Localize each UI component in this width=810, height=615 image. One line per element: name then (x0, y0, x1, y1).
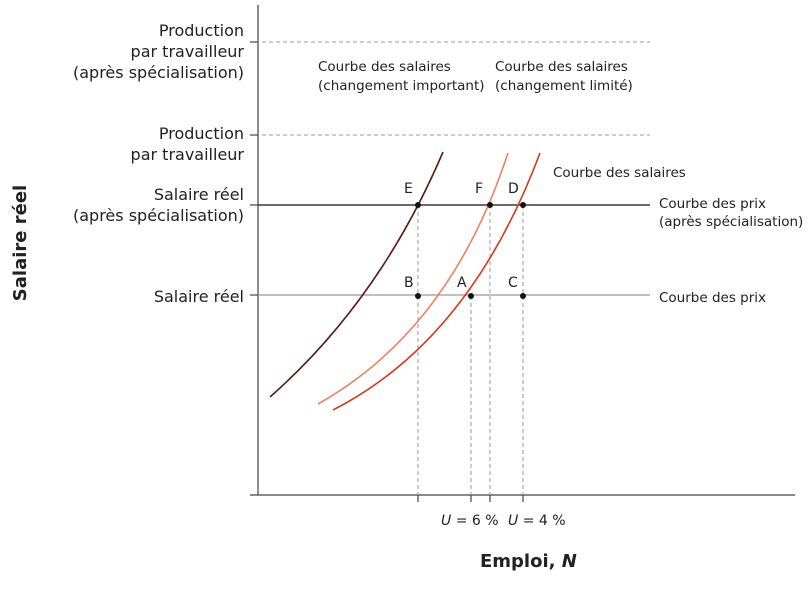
points (415, 202, 526, 299)
y-label: par travailleur (131, 145, 245, 164)
value: = 4 % (518, 513, 565, 529)
y-axis-title: Salaire réel (10, 185, 31, 301)
curve-label: Courbe des salaires (318, 59, 451, 75)
y-label: Production (159, 21, 244, 40)
x-tick-label: U = 6 % (441, 513, 499, 529)
variable: U (508, 513, 518, 529)
y-label: Salaire réel (154, 185, 244, 204)
y-label: Production (159, 124, 244, 143)
point-label: E (404, 181, 413, 197)
ticks (250, 41, 524, 502)
y-label: par travailleur (131, 42, 245, 61)
curve-label: (changement important) (318, 78, 485, 94)
point-label: C (508, 275, 518, 291)
curve-label: Courbe des prix (659, 196, 766, 212)
point-label: F (475, 181, 483, 197)
wage-curve (317, 152, 509, 405)
curve-label: (après spécialisation) (659, 214, 803, 230)
value: = 6 % (451, 513, 498, 529)
title-text: Emploi, (480, 551, 562, 572)
variable: U (441, 513, 451, 529)
point-label: A (457, 275, 467, 291)
curve-label: Courbe des salaires (495, 59, 628, 75)
point-label: D (508, 181, 519, 197)
curve-label: Courbe des prix (659, 290, 766, 306)
wage-curve (332, 152, 541, 411)
curve-label: Courbe des salaires (553, 165, 686, 181)
wage-curve (269, 151, 444, 398)
x-tick-label: U = 4 % (508, 513, 566, 529)
y-label: (après spécialisation) (73, 206, 244, 225)
x-axis-title: Emploi, N (480, 551, 577, 572)
point-label: B (404, 275, 414, 291)
variable: N (562, 551, 577, 572)
guide-lines (417, 205, 524, 495)
y-label: Salaire réel (154, 287, 244, 306)
curve-label: (changement limité) (495, 78, 633, 94)
y-label: (après spécialisation) (73, 63, 244, 82)
